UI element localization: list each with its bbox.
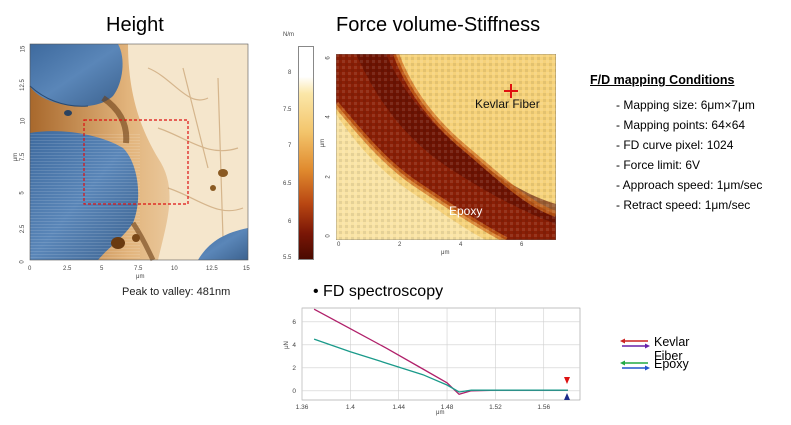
height-x-tick: 10	[171, 266, 178, 272]
condition-item: Force limit: 6V	[616, 155, 762, 175]
height-y-tick: 15	[20, 45, 27, 53]
fd-y-tick-label: 2	[292, 365, 296, 372]
conditions-list: Mapping size: 6μm×7μm Mapping points: 64…	[616, 95, 763, 215]
height-x-tick: 0	[28, 266, 32, 272]
stiffness-x-tick: 0	[337, 242, 341, 248]
height-y-tick: 10	[20, 117, 27, 125]
fd-y-tick-label: 6	[292, 319, 296, 326]
colorbar-tick: 5.5	[283, 255, 292, 261]
stiffness-title: Force volume-Stiffness	[336, 14, 541, 36]
conditions-title: F/D mapping Conditions	[590, 73, 735, 87]
condition-item: Retract speed: 1μm/sec	[616, 195, 762, 215]
height-x-tick: 15	[243, 266, 250, 272]
height-x-tick: 5	[100, 266, 104, 272]
double-arrow-icon	[620, 360, 650, 371]
stiffness-x-tick: 6	[520, 242, 524, 248]
condition-item: Approach speed: 1μm/sec	[616, 175, 763, 195]
fd-x-tick-label: 1.4	[346, 404, 355, 411]
condition-item: FD curve pixel: 1024	[616, 135, 762, 155]
legend-label: Epoxy	[654, 357, 689, 371]
fd-x-tick-label: 1.36	[296, 404, 309, 411]
colorbar-tick: 8	[288, 70, 292, 76]
stiffness-y-unit: μm	[320, 138, 327, 148]
double-arrow-icon	[620, 338, 650, 349]
height-x-unit: μm	[136, 274, 145, 280]
height-x-tick: 7.5	[134, 266, 143, 272]
colorbar-tick: 6	[288, 219, 292, 225]
kevlar-map-label: Kevlar Fiber	[475, 97, 540, 111]
epoxy-map-label: Epoxy	[449, 204, 483, 218]
height-x-tick: 2.5	[63, 266, 72, 272]
fd-x-tick-label: 1.52	[489, 404, 502, 411]
stiffness-y-tick: 6	[325, 56, 332, 60]
colorbar-unit: N/m	[283, 32, 294, 38]
colorbar-tick: 6.5	[283, 181, 292, 187]
stiffness-y-tick: 2	[325, 175, 332, 179]
condition-item: Mapping points: 64×64	[616, 115, 762, 135]
stiffness-x-tick: 2	[398, 242, 402, 248]
fd-y-tick-label: 4	[292, 342, 296, 349]
fd-x-tick-label: 1.48	[441, 404, 454, 411]
colorbar	[298, 46, 314, 260]
stiffness-y-tick: 0	[325, 234, 332, 238]
height-y-tick: 12.5	[19, 79, 26, 91]
colorbar-tick: 7	[288, 143, 292, 149]
condition-item: Mapping size: 6μm×7μm	[616, 95, 762, 115]
stiffness-map	[336, 54, 556, 240]
stiffness-x-tick: 4	[459, 242, 463, 248]
approach-marker-icon	[564, 393, 570, 400]
stiffness-x-unit: μm	[441, 250, 450, 256]
legend-label: Kevlar Fiber	[654, 335, 690, 363]
height-x-tick: 12.5	[206, 266, 218, 272]
fd-chart: 1.36 1.4 1.44 1.48 1.52 1.56 0 2 4 6	[292, 307, 581, 411]
stiffness-y-tick: 4	[325, 115, 332, 119]
fd-x-tick-label: 1.44	[392, 404, 405, 411]
fd-series-epoxy	[313, 338, 568, 393]
colorbar-tick: 7.5	[283, 107, 292, 113]
height-title: Height	[106, 14, 164, 36]
height-y-tick: 2.5	[20, 224, 27, 234]
height-map	[29, 43, 249, 262]
height-y-tick: 7.5	[20, 152, 27, 162]
fd-x-tick-label: 1.56	[537, 404, 550, 411]
height-y-unit: μm	[13, 152, 20, 162]
fd-y-tick-label: 0	[292, 388, 296, 395]
fd-x-unit: μm	[436, 410, 445, 416]
fd-section-title: • FD spectroscopy	[313, 283, 444, 300]
height-y-tick: 5	[19, 191, 26, 195]
height-y-tick: 0	[19, 260, 26, 264]
retract-marker-icon	[564, 377, 570, 384]
selection-box	[83, 119, 189, 205]
fd-y-unit: μN	[283, 341, 290, 349]
peak-to-valley-caption: Peak to valley: 481nm	[122, 286, 231, 298]
